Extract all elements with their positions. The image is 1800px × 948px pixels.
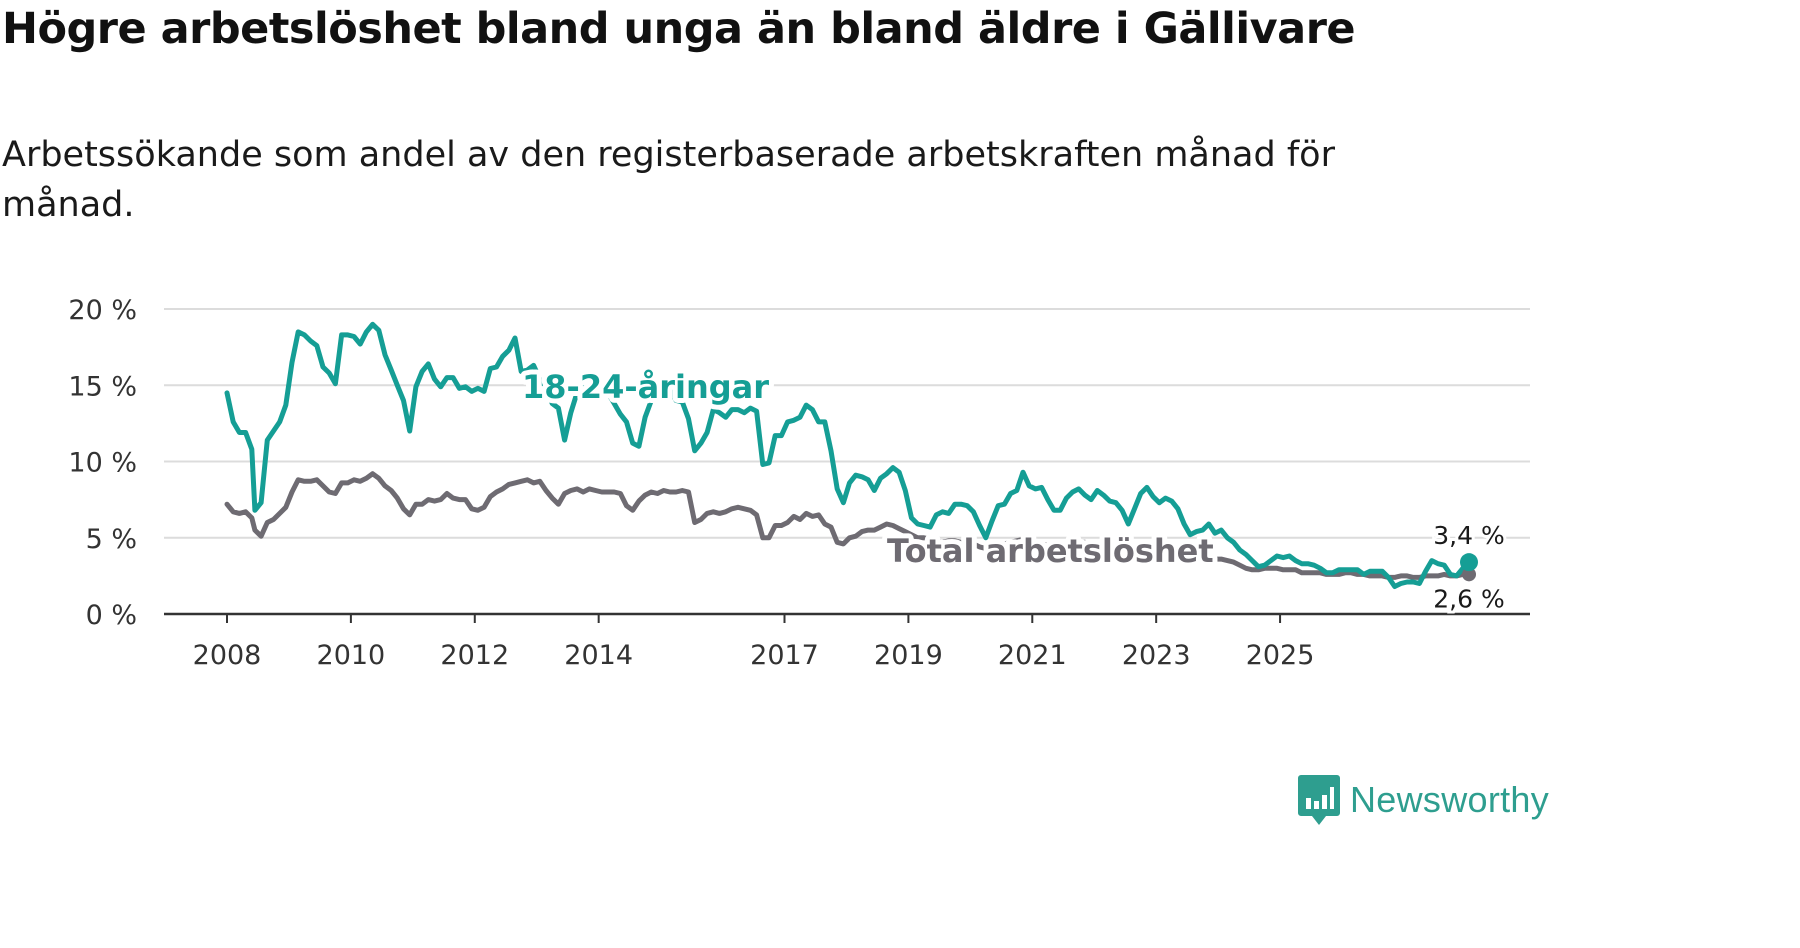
line-chart: 0 %5 %10 %15 %20 % 2008 2010 2012 2014 2017 2… <box>68 295 1530 671</box>
x-tick-label: 2017 <box>750 640 819 671</box>
newsworthy-logo-text: Newsworthy <box>1350 779 1550 820</box>
newsworthy-logo: Newsworthy <box>1298 774 1549 826</box>
chart-title: Högre arbetslöshet bland unga än bland ä… <box>2 4 1356 54</box>
y-axis-ticks: 0 % 5 % 10 % 15 % 20 % <box>68 295 137 631</box>
series-lines <box>224 321 1478 589</box>
grid-lines <box>164 308 1530 616</box>
y-tick-label: 10 % <box>68 448 137 479</box>
x-tick-label: 2012 <box>440 640 509 671</box>
x-tick-label: 2014 <box>564 640 633 671</box>
chart-subtitle: Arbetssökande som andel av den registerb… <box>2 135 1335 225</box>
x-tick-label: 2021 <box>998 640 1067 671</box>
series-line-youth <box>224 321 1472 589</box>
newsworthy-logo-icon <box>1298 775 1340 825</box>
y-tick-label: 5 % <box>86 524 137 555</box>
x-tick-label: 2025 <box>1246 640 1315 671</box>
y-tick-label: 15 % <box>68 371 137 402</box>
x-tick-label: 2008 <box>193 640 262 671</box>
series-labels: 18-24-åringar Total arbetslöshet 3,4 % 2,6 … <box>517 363 1508 616</box>
end-marker-youth <box>1460 553 1478 572</box>
end-value-youth: 3,4 % <box>1433 521 1504 550</box>
series-label-total: Total arbetslöshet <box>887 532 1214 570</box>
x-tick-label: 2023 <box>1122 640 1191 671</box>
x-axis-ticks: 2008 2010 2012 2014 2017 2019 2021 2023 2025 <box>193 615 1315 671</box>
x-tick-label: 2019 <box>874 640 943 671</box>
end-value-total: 2,6 % <box>1433 584 1504 613</box>
end-marker-total <box>1462 567 1476 582</box>
y-tick-label: 0 % <box>86 600 137 631</box>
series-label-youth: 18-24-åringar <box>522 368 769 406</box>
x-tick-label: 2010 <box>317 640 386 671</box>
y-tick-label: 20 % <box>68 295 137 326</box>
series-line-total <box>224 471 1472 580</box>
